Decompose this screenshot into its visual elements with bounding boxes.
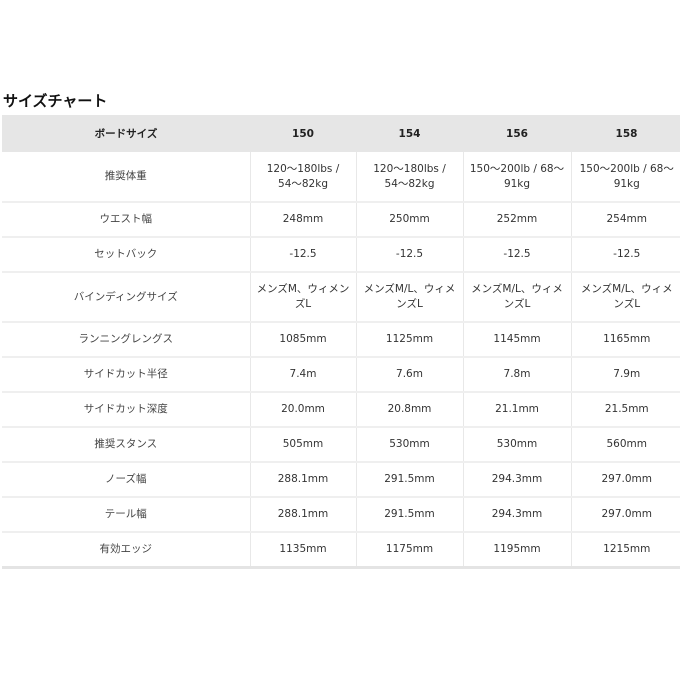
- table-cell: 505mm: [250, 427, 357, 463]
- row-label: バインディングサイズ: [2, 272, 251, 323]
- table-row: 推奨体重 120〜180lbs / 54〜82kg 120〜180lbs / 54〜…: [2, 152, 680, 203]
- table-cell: 294.3mm: [463, 497, 572, 533]
- table-cell: 560mm: [571, 427, 680, 463]
- table-cell: -12.5: [571, 237, 680, 273]
- table-cell: 7.9m: [571, 357, 680, 393]
- table-cell: 250mm: [356, 202, 464, 238]
- row-label: ノーズ幅: [2, 462, 251, 498]
- row-label: ランニングレングス: [2, 322, 251, 358]
- table-cell: 1145mm: [463, 322, 572, 358]
- row-label: 推奨体重: [2, 152, 251, 203]
- table-row: サイドカット半径 7.4m 7.6m 7.8m 7.9m: [2, 357, 680, 393]
- table-row: テール幅 288.1mm 291.5mm 294.3mm 297.0mm: [2, 497, 680, 533]
- row-label: 推奨スタンス: [2, 427, 251, 463]
- header-size-156: 156: [463, 115, 571, 152]
- row-label: セットバック: [2, 237, 251, 273]
- table-row: セットバック -12.5 -12.5 -12.5 -12.5: [2, 237, 680, 273]
- table-cell: 1215mm: [571, 532, 680, 569]
- table-cell: 297.0mm: [571, 462, 680, 498]
- table-cell: メンズM/L、ウィメンズL: [356, 272, 464, 323]
- table-cell: 150〜200lb / 68〜91kg: [571, 152, 680, 203]
- table-cell: 1125mm: [356, 322, 464, 358]
- table-cell: 20.0mm: [250, 392, 357, 428]
- table-cell: 248mm: [250, 202, 357, 238]
- row-label: サイドカット半径: [2, 357, 251, 393]
- table-cell: 291.5mm: [356, 462, 464, 498]
- table-cell: 1195mm: [463, 532, 572, 569]
- table-cell: 21.1mm: [463, 392, 572, 428]
- table-cell: -12.5: [463, 237, 572, 273]
- table-cell: 288.1mm: [250, 497, 357, 533]
- table-row: ノーズ幅 288.1mm 291.5mm 294.3mm 297.0mm: [2, 462, 680, 498]
- table-cell: -12.5: [250, 237, 357, 273]
- row-label: テール幅: [2, 497, 251, 533]
- table-cell: メンズM/L、ウィメンズL: [571, 272, 680, 323]
- table-row: ウエスト幅 248mm 250mm 252mm 254mm: [2, 202, 680, 238]
- table-row: バインディングサイズ メンズM、ウィメンズL メンズM/L、ウィメンズL メンズM/L…: [2, 272, 680, 323]
- table-row: 有効エッジ 1135mm 1175mm 1195mm 1215mm: [2, 532, 680, 569]
- table-cell: -12.5: [356, 237, 464, 273]
- header-size-158: 158: [571, 115, 680, 152]
- table-cell: 297.0mm: [571, 497, 680, 533]
- row-label: サイドカット深度: [2, 392, 251, 428]
- table-cell: 530mm: [356, 427, 464, 463]
- table-cell: 530mm: [463, 427, 572, 463]
- table-cell: 254mm: [571, 202, 680, 238]
- table-cell: メンズM、ウィメンズL: [250, 272, 357, 323]
- header-size-150: 150: [250, 115, 356, 152]
- table-cell: 288.1mm: [250, 462, 357, 498]
- table-row: ランニングレングス 1085mm 1125mm 1145mm 1165mm: [2, 322, 680, 358]
- page-title: サイズチャート: [3, 92, 108, 110]
- table-header-row: ボードサイズ 150 154 156 158: [2, 115, 680, 152]
- table-cell: 1175mm: [356, 532, 464, 569]
- table-cell: メンズM/L、ウィメンズL: [463, 272, 572, 323]
- table-row: サイドカット深度 20.0mm 20.8mm 21.1mm 21.5mm: [2, 392, 680, 428]
- table-cell: 120〜180lbs / 54〜82kg: [356, 152, 464, 203]
- table-cell: 291.5mm: [356, 497, 464, 533]
- header-size-154: 154: [356, 115, 463, 152]
- table-cell: 7.4m: [250, 357, 357, 393]
- table-cell: 150〜200lb / 68〜91kg: [463, 152, 572, 203]
- table-row: 推奨スタンス 505mm 530mm 530mm 560mm: [2, 427, 680, 463]
- table-cell: 7.8m: [463, 357, 572, 393]
- table-cell: 120〜180lbs / 54〜82kg: [250, 152, 357, 203]
- table-cell: 1135mm: [250, 532, 357, 569]
- table-cell: 252mm: [463, 202, 572, 238]
- row-label: ウエスト幅: [2, 202, 251, 238]
- table-cell: 7.6m: [356, 357, 464, 393]
- table-cell: 1085mm: [250, 322, 357, 358]
- table-cell: 21.5mm: [571, 392, 680, 428]
- header-board-size: ボードサイズ: [2, 115, 250, 152]
- size-chart-table: ボードサイズ 150 154 156 158 推奨体重 120〜180lbs / …: [2, 115, 680, 569]
- table-cell: 1165mm: [571, 322, 680, 358]
- table-cell: 294.3mm: [463, 462, 572, 498]
- table-cell: 20.8mm: [356, 392, 464, 428]
- row-label: 有効エッジ: [2, 532, 251, 569]
